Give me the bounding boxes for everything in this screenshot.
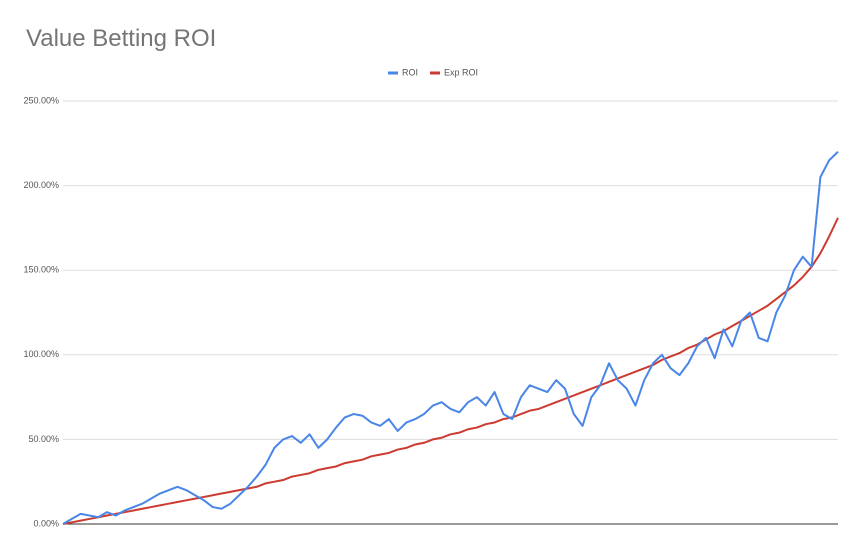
y-tick-label: 250.00%	[23, 95, 59, 105]
y-tick-label: 150.00%	[23, 265, 59, 275]
chart-title: Value Betting ROI	[26, 25, 216, 52]
y-tick-label: 50.00%	[28, 434, 59, 444]
series-line	[62, 151, 839, 525]
legend-label: Exp ROI	[444, 67, 478, 77]
legend-label: ROI	[402, 67, 418, 77]
series-line	[62, 217, 839, 525]
y-tick-label: 100.00%	[23, 349, 59, 359]
y-tick-label: 0.00%	[33, 518, 59, 528]
y-tick-label: 200.00%	[23, 180, 59, 190]
